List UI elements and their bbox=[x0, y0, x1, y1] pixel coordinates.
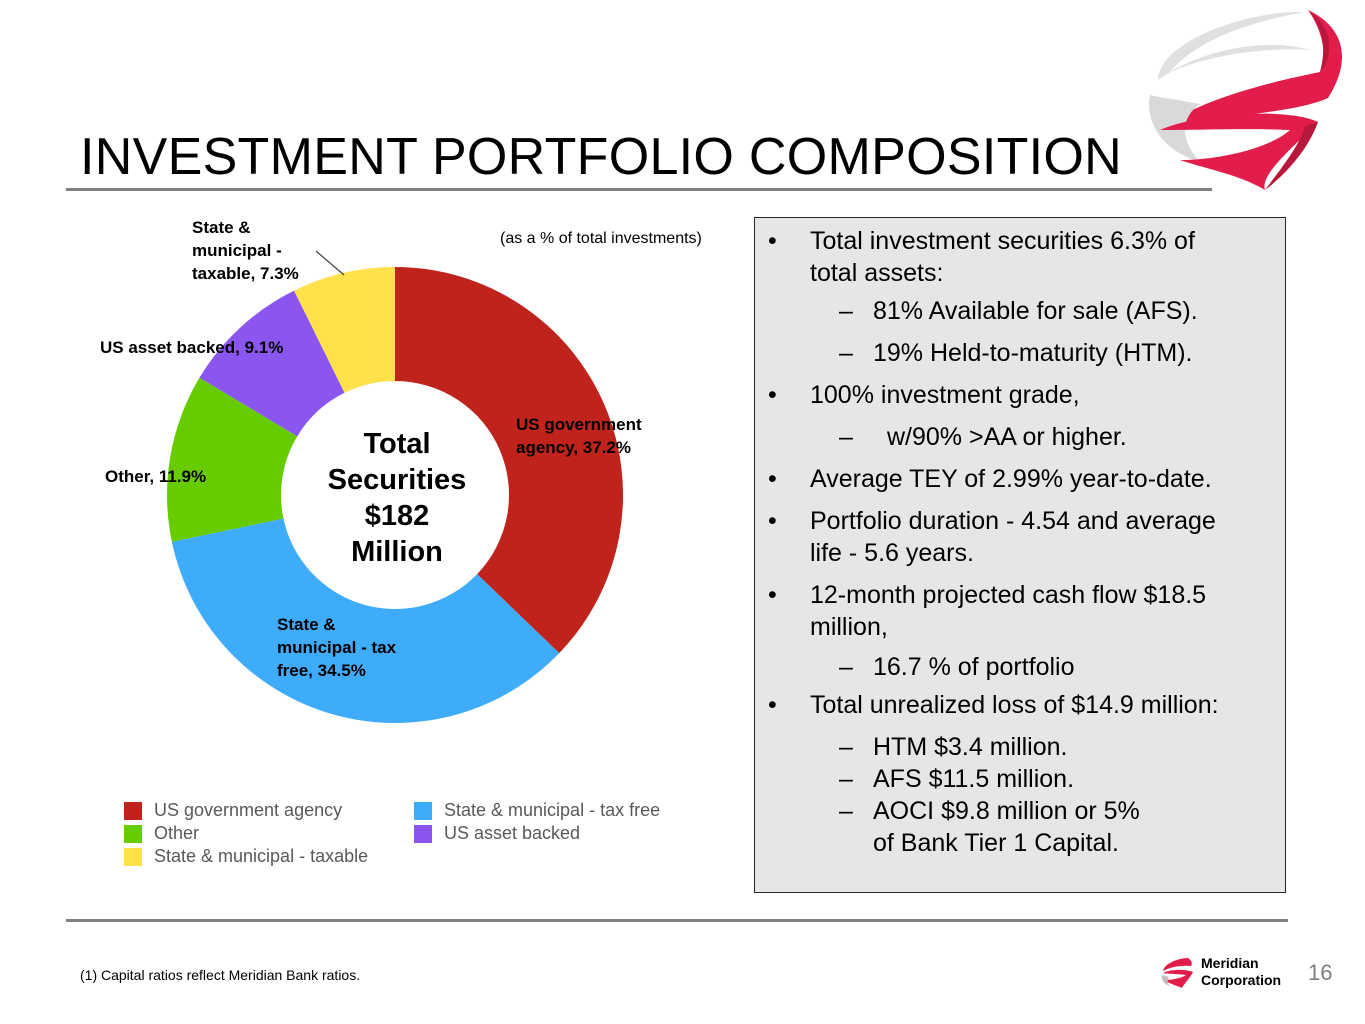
donut-center-total: Total Securities $182 Million bbox=[328, 428, 467, 568]
title-divider bbox=[66, 188, 1212, 191]
bullet-text: Portfolio duration - 4.54 and average bbox=[810, 507, 1216, 535]
bullet-marker: • bbox=[768, 507, 777, 535]
bullet-text: w/90% >AA or higher. bbox=[887, 423, 1127, 451]
bullet-marker: – bbox=[839, 653, 853, 681]
data-label-us-asset-backed: US asset backed, 9.1% bbox=[100, 338, 283, 357]
bullet-text: Average TEY of 2.99% year-to-date. bbox=[810, 465, 1212, 493]
legend-item: US government agency bbox=[124, 800, 342, 821]
chart-subtitle: (as a % of total investments) bbox=[500, 230, 702, 247]
meridian-small-logo-icon bbox=[1161, 958, 1193, 988]
bullet-marker: – bbox=[839, 765, 853, 793]
bullet-marker: • bbox=[768, 465, 777, 493]
bullet-marker: • bbox=[768, 691, 777, 719]
leader-line bbox=[315, 250, 345, 276]
slice-state-municipal-taxable bbox=[294, 267, 395, 393]
data-label-state-municipal-tax-free: State & municipal - tax free, 34.5% bbox=[277, 615, 397, 680]
bullet-text: 12-month projected cash flow $18.5 bbox=[810, 581, 1207, 609]
legend-label: US asset backed bbox=[444, 823, 581, 843]
legend-swatch bbox=[414, 824, 432, 843]
slice-us-asset-backed bbox=[199, 290, 345, 437]
footer-divider bbox=[66, 919, 1288, 922]
data-label-other: Other, 11.9% bbox=[105, 467, 206, 486]
bullet-text: 100% investment grade, bbox=[810, 381, 1080, 409]
bullet-marker: • bbox=[768, 227, 777, 255]
bullet-text: 16.7 % of portfolio bbox=[873, 653, 1075, 681]
meridian-logo-icon bbox=[1149, 10, 1342, 190]
bullet-text: HTM $3.4 million. bbox=[873, 733, 1068, 761]
bullet-text: life - 5.6 years. bbox=[810, 539, 974, 567]
bullet-marker: – bbox=[839, 423, 853, 451]
bullet-marker: – bbox=[839, 733, 853, 761]
brand-name-line1: Meridian bbox=[1201, 955, 1259, 971]
bullet-text: AOCI $9.8 million or 5% bbox=[873, 797, 1140, 825]
page-number: 16 bbox=[1308, 960, 1333, 985]
bullet-text: AFS $11.5 million. bbox=[873, 765, 1075, 793]
bullet-marker: – bbox=[839, 797, 853, 825]
page-title: INVESTMENT PORTFOLIO COMPOSITION bbox=[80, 128, 1123, 186]
legend-item: State & municipal - tax free bbox=[414, 800, 660, 821]
bullet-text: 81% Available for sale (AFS). bbox=[873, 297, 1198, 325]
bullet-marker: – bbox=[839, 339, 853, 367]
legend-label: Other bbox=[154, 823, 200, 843]
data-label-state-municipal-taxable: State & municipal -taxable, 7.3% bbox=[192, 218, 299, 283]
brand-name: Meridian Corporation bbox=[1201, 955, 1281, 989]
legend-swatch bbox=[124, 824, 142, 843]
bullet-text: of Bank Tier 1 Capital. bbox=[873, 829, 1119, 857]
highlights-panel: • Total investment securities 6.3% of tota… bbox=[754, 217, 1286, 893]
slice-us-government-agency bbox=[395, 267, 623, 654]
legend-swatch bbox=[124, 847, 142, 866]
bullet-marker: • bbox=[768, 381, 777, 409]
slice-other bbox=[167, 377, 298, 542]
bullet-text: total assets: bbox=[810, 259, 944, 287]
portfolio-donut-chart: US government agency, 37.2% State & municip… bbox=[100, 218, 642, 724]
bullet-marker: – bbox=[839, 297, 853, 325]
legend-label: State & municipal - tax free bbox=[444, 800, 661, 820]
slice-state-municipal-tax-free bbox=[171, 518, 560, 724]
data-label-us-government-agency: US government agency, 37.2% bbox=[516, 415, 642, 457]
legend-item: State & municipal - taxable bbox=[124, 846, 368, 867]
footnote: (1) Capital ratios reflect Meridian Bank… bbox=[80, 967, 361, 983]
legend-label: US government agency bbox=[154, 800, 343, 820]
bullet-text: million, bbox=[810, 613, 888, 641]
bullet-text: Total unrealized loss of $14.9 million: bbox=[810, 691, 1219, 719]
legend-item: Other bbox=[124, 823, 199, 844]
brand-name-line2: Corporation bbox=[1201, 972, 1282, 988]
chart-legend: US government agency Other State & municip… bbox=[124, 800, 744, 880]
bullet-marker: • bbox=[768, 581, 777, 609]
bullet-text: 19% Held-to-maturity (HTM). bbox=[873, 339, 1193, 367]
legend-swatch bbox=[124, 801, 142, 820]
legend-swatch bbox=[414, 801, 432, 820]
legend-item: US asset backed bbox=[414, 823, 580, 844]
bullet-text: Total investment securities 6.3% of bbox=[810, 227, 1195, 255]
legend-label: State & municipal - taxable bbox=[154, 846, 369, 866]
